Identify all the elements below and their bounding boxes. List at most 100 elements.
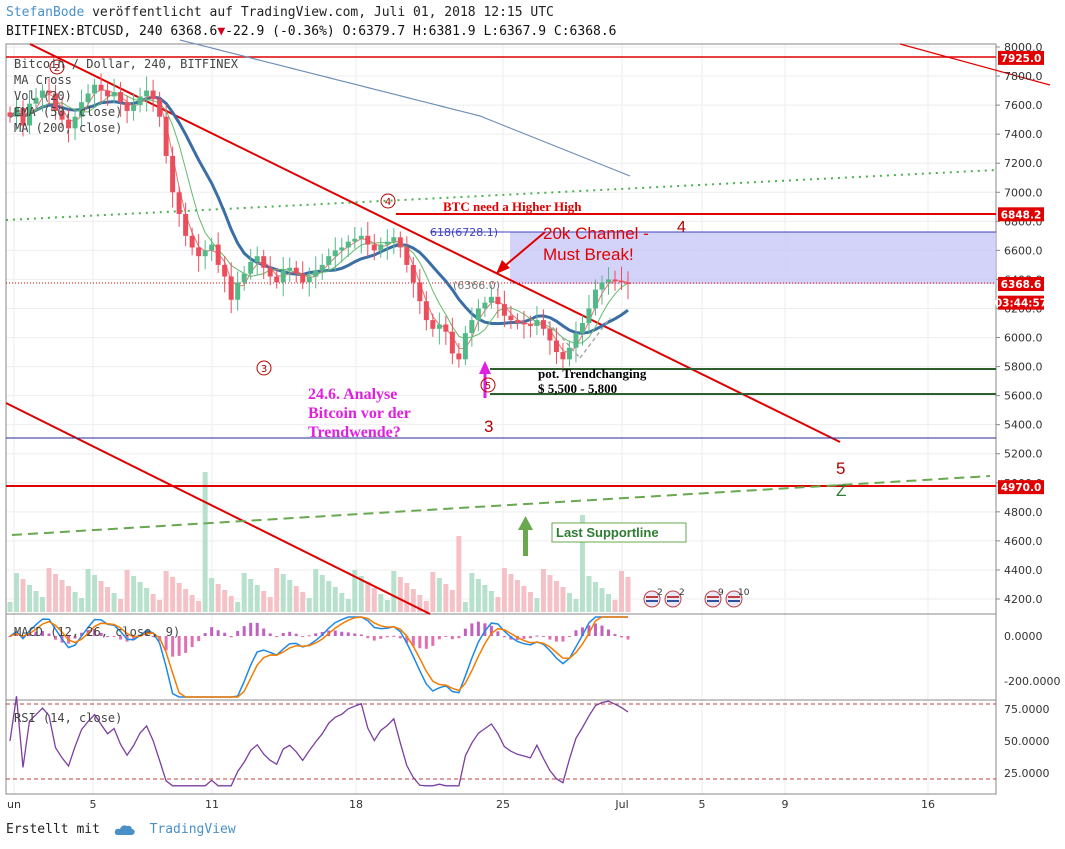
candle-body	[488, 296, 494, 303]
candle-body	[514, 320, 520, 323]
annotation-channel-2: Must Break!	[543, 245, 634, 264]
volume-bar	[449, 590, 455, 612]
candle-body	[118, 92, 124, 103]
candle-body	[345, 241, 351, 248]
macd-hist-bar	[450, 636, 454, 640]
macd-hist-bar	[145, 633, 149, 636]
volume-bar	[527, 592, 533, 612]
volume-bar	[254, 585, 260, 612]
candle-body	[592, 289, 598, 309]
macd-hist-bar	[541, 636, 545, 637]
channel-box	[510, 232, 996, 284]
macd-legend[interactable]: MACD (12, 26, close, 9)	[14, 625, 180, 639]
macd-hist-bar	[574, 630, 578, 636]
candle-body	[20, 108, 26, 126]
candle-body	[417, 282, 423, 302]
time-axis[interactable]: un 5 11 18 25 Jul 5 9 16	[7, 798, 935, 811]
candle-body	[469, 320, 475, 334]
symbol-text: BITFINEX:BTCUSD, 240 6368.6	[6, 24, 218, 39]
volume-bar	[410, 589, 416, 612]
rsi-legend[interactable]: RSI (14, close)	[14, 711, 122, 725]
candle-body	[371, 244, 377, 251]
macd-hist-bar	[8, 636, 12, 637]
macd-hist-bar	[535, 635, 539, 637]
time-tick-label: 18	[349, 798, 363, 811]
rsi-axis: 75.0000 50.0000 25.0000	[1004, 703, 1050, 780]
price-flag: 6368.6	[998, 276, 1044, 291]
chart-frame	[5, 43, 997, 795]
candle-body	[170, 155, 176, 193]
publish-text: veröffentlicht auf TradingView.com, Juli…	[92, 5, 554, 20]
wave-label-4: 4	[380, 193, 396, 209]
candle-body	[248, 261, 254, 274]
macd-hist-bar	[281, 633, 285, 636]
macd-hist-bar	[80, 632, 84, 636]
volume-bar	[566, 593, 572, 612]
volume-bar	[436, 578, 442, 612]
candle-body	[85, 93, 91, 103]
candle-body	[313, 270, 319, 277]
volume-bar	[592, 582, 598, 612]
volume-bar	[508, 574, 514, 612]
price-tick-label: 7600.0	[1004, 99, 1043, 112]
macd-hist-bar	[476, 621, 480, 636]
candle-body	[46, 90, 52, 94]
flag-icon[interactable]	[664, 590, 682, 608]
green-arrow-head-icon	[518, 516, 533, 530]
volume-bar	[202, 472, 208, 612]
author-name[interactable]: StefanBode	[6, 5, 85, 20]
flag-icon[interactable]	[643, 590, 661, 608]
volume-bar	[306, 598, 312, 612]
candle-body	[137, 96, 143, 106]
legend-ma-cross[interactable]: MA Cross	[14, 73, 72, 87]
volume-bar	[222, 590, 228, 612]
candle-body	[378, 244, 384, 251]
macd-hist-bar	[353, 633, 357, 636]
macd-hist-bar	[398, 636, 402, 639]
legend-symbol[interactable]: Bitcoin / Dollar, 240, BITFINEX	[14, 57, 239, 71]
time-tick-label: 11	[205, 798, 219, 811]
price-axis[interactable]: 8000.07800.07600.07400.07200.07000.06800…	[996, 41, 1043, 606]
macd-hist-bar	[197, 636, 201, 642]
candle-body	[261, 256, 267, 268]
volume-bar	[163, 571, 169, 612]
macd-hist-bar	[567, 636, 571, 637]
candle-body	[267, 267, 273, 277]
volume-bars	[7, 472, 631, 612]
volume-bar	[365, 582, 371, 612]
macd-hist-bar	[119, 636, 123, 640]
price-tick-label: 4200.0	[1004, 593, 1043, 606]
projection-line-up	[579, 317, 611, 359]
candle-body	[482, 302, 488, 309]
candle-body	[540, 320, 546, 329]
macd-hist-bar	[340, 631, 344, 636]
legend-ema[interactable]: EMA (50, close)	[14, 105, 122, 119]
candle-body	[183, 214, 189, 236]
volume-bar	[98, 581, 104, 612]
macd-hist-bar	[444, 636, 448, 637]
macd-hist-bar	[580, 627, 584, 636]
volume-bar	[358, 576, 364, 612]
candle-body	[449, 331, 455, 354]
candles	[7, 73, 631, 369]
candle-body	[150, 90, 156, 100]
price-flag: 6848.2	[998, 207, 1044, 222]
macd-hist-bar	[216, 630, 220, 636]
legend-ma200[interactable]: MA (200, close)	[14, 121, 122, 135]
candle-body	[14, 108, 20, 117]
candle-body	[98, 84, 104, 91]
flag-icon[interactable]	[725, 590, 743, 608]
legend-volume[interactable]: Vol (20)	[14, 89, 72, 103]
channel-arrow-head-icon	[496, 260, 510, 274]
publish-info: StefanBode veröffentlicht auf TradingVie…	[6, 5, 554, 20]
flag-icon[interactable]	[704, 590, 722, 608]
volume-bar	[404, 583, 410, 612]
time-tick-label: Jul	[614, 798, 628, 811]
candle-body	[566, 347, 572, 360]
wave-label-2: 2	[49, 59, 65, 75]
footer-brand[interactable]: TradingView	[149, 822, 236, 837]
time-tick-label: un	[7, 798, 21, 811]
macd-hist-bar	[184, 636, 188, 653]
candle-body	[254, 256, 260, 262]
